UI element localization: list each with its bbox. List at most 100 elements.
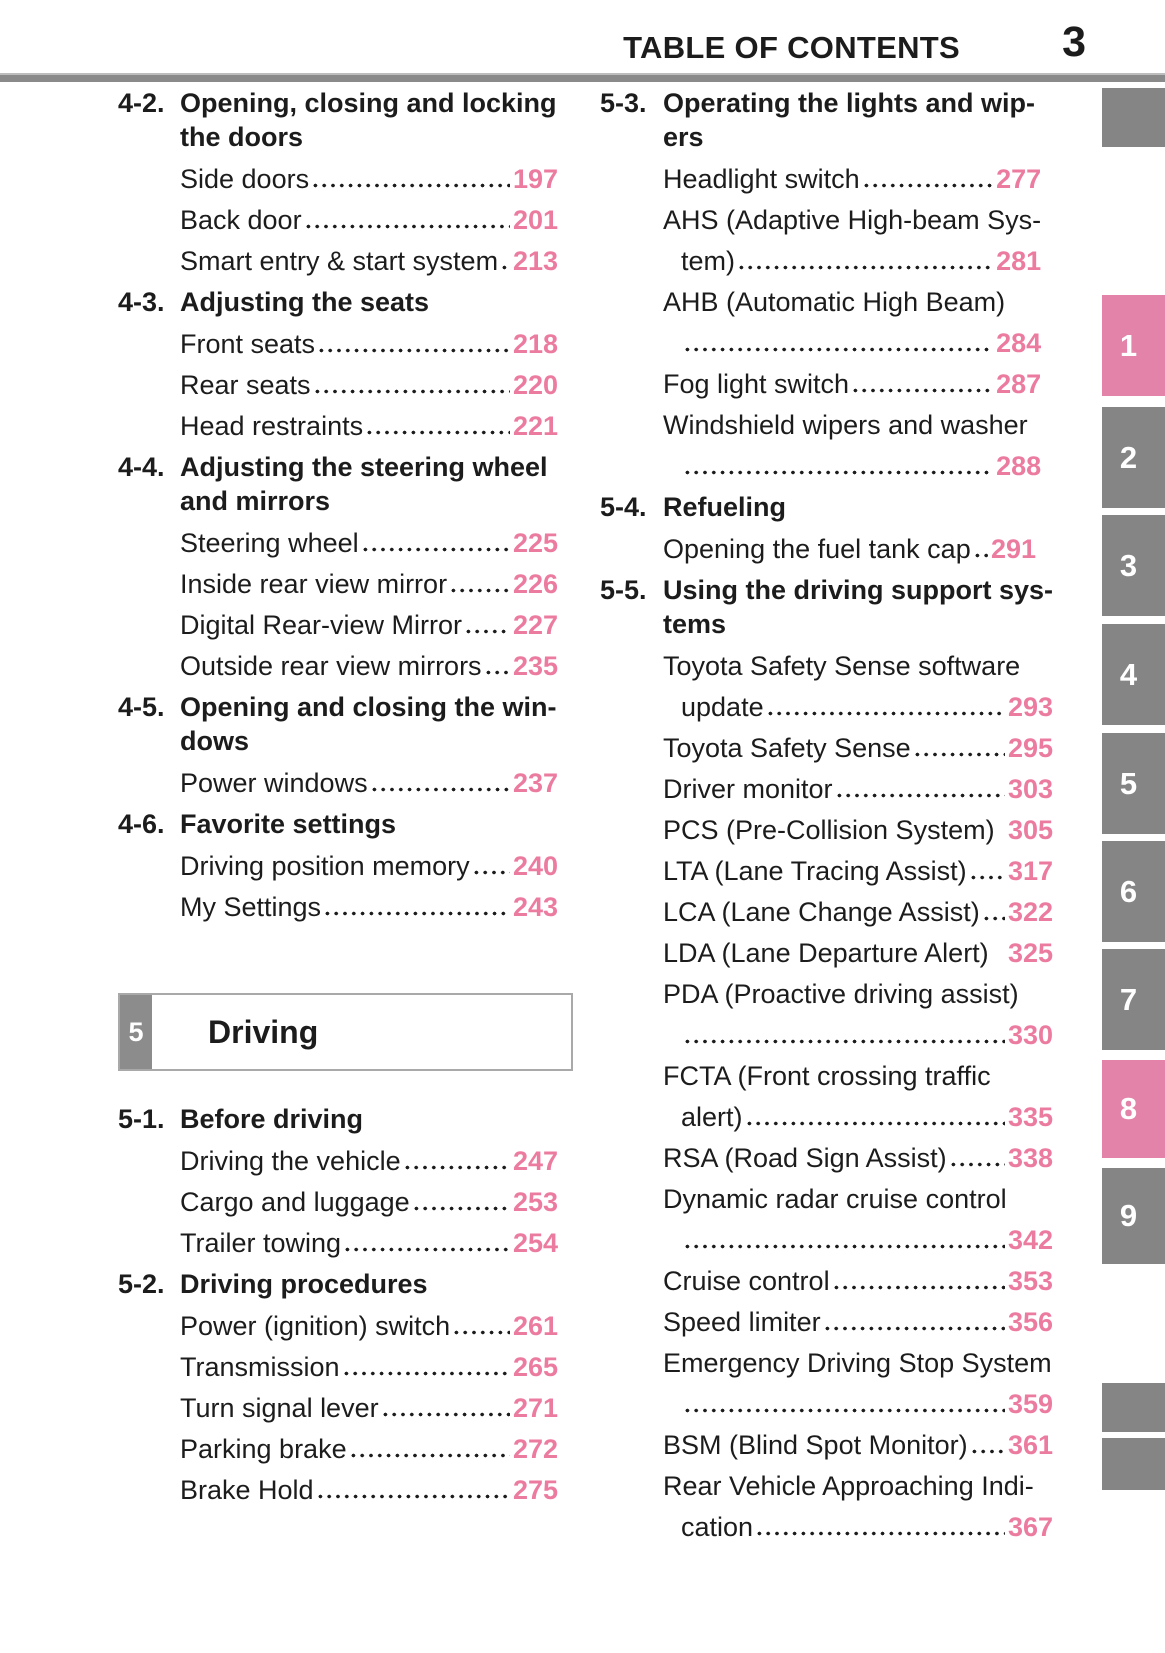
entry-label: Side doors — [180, 164, 310, 194]
toc-entry-line: PDA (Proactive driving assist) — [663, 969, 1053, 1010]
dot-leader — [449, 587, 510, 594]
section-number: 5-3. — [600, 88, 647, 118]
entry-label: Inside rear view mirror — [180, 569, 448, 599]
entry-label: Cargo and luggage — [180, 1187, 410, 1217]
entry-label: BSM (Blind Spot Monitor) — [663, 1430, 968, 1460]
entry-label: Parking brake — [180, 1434, 347, 1464]
section-body: Adjusting the seats Front seats 218 Rear se… — [180, 285, 558, 442]
entry-page-number: 225 — [512, 528, 558, 558]
dot-leader — [369, 786, 510, 793]
toc-entry-line: Driving position memory 240 — [180, 841, 558, 882]
entry-label: Smart entry & start system — [180, 246, 499, 276]
entry-page-number: 218 — [512, 329, 558, 359]
entry-label: Speed limiter — [663, 1307, 821, 1337]
entry-label: Back door — [180, 205, 302, 235]
entry-page-number: 226 — [512, 569, 558, 599]
section-number: 5-5. — [600, 575, 647, 605]
dot-leader — [851, 387, 994, 394]
entry-label: Fog light switch — [663, 369, 850, 399]
dot-leader — [765, 710, 1005, 717]
entry-page-number: 265 — [512, 1352, 558, 1382]
entry-label: AHS (Adaptive High-beam Sys- — [663, 205, 1042, 235]
dot-leader — [348, 1452, 510, 1459]
entry-page-number: 305 — [1007, 815, 1054, 845]
section-body: Driving procedures Power (ignition) switc… — [180, 1267, 558, 1506]
side-tab-blank — [1102, 88, 1165, 147]
toc-entry-line: Driving the vehicle 247 — [180, 1136, 558, 1177]
entry-label: Digital Rear-view Mirror — [180, 610, 463, 640]
entry-label: Driver monitor — [663, 774, 833, 804]
toc-entry-line: PCS (Pre-Collision System) 305 — [663, 805, 1053, 846]
toc-entry-line: LCA (Lane Change Assist) 322 — [663, 887, 1053, 928]
dot-leader — [912, 751, 1005, 758]
dot-leader — [312, 388, 510, 395]
dot-leader — [315, 1493, 510, 1500]
entry-label: update — [681, 692, 764, 722]
toc-entry-line: Speed limiter 356 — [663, 1297, 1053, 1338]
dot-leader — [411, 1205, 510, 1212]
dot-leader — [483, 669, 510, 676]
dot-leader — [343, 1246, 510, 1253]
toc-entry-line: cation 367 — [663, 1502, 1053, 1543]
toc-entry-line: FCTA (Front crossing traffic — [663, 1051, 1053, 1092]
entry-page-number: 213 — [512, 246, 558, 276]
section-number: 4-2. — [118, 88, 165, 118]
chapter-title: Driving — [208, 1013, 319, 1050]
entry-label: cation — [681, 1512, 754, 1542]
entry-label: AHB (Automatic High Beam) — [663, 287, 1006, 317]
entry-label: Cruise control — [663, 1266, 830, 1296]
toc-entry-line: Brake Hold 275 — [180, 1465, 558, 1506]
toc-entry-line: Trailer towing 254 — [180, 1218, 558, 1259]
toc-section: 4-3. Adjusting the seats Front seats 218 Rea… — [118, 285, 558, 442]
dot-leader — [981, 915, 1005, 922]
toc-section: 5-2. Driving procedures Power (ignition) s… — [118, 1267, 558, 1506]
toc-entry-line: Inside rear view mirror 226 — [180, 559, 558, 600]
entry-page-number: 247 — [512, 1146, 558, 1176]
entry-page-number: 201 — [512, 205, 558, 235]
entry-page-number: 359 — [1007, 1389, 1054, 1419]
dot-leader — [471, 869, 510, 876]
section-title: tems — [663, 609, 727, 639]
toc-entry-line: Side doors 197 — [180, 154, 558, 195]
dot-leader — [341, 1370, 510, 1377]
side-tab-1: 1 — [1102, 295, 1165, 396]
entry-label: Toyota Safety Sense — [663, 733, 911, 763]
section-number: 4-4. — [118, 452, 165, 482]
dot-leader — [997, 833, 1005, 840]
entry-page-number: 261 — [512, 1311, 558, 1341]
entry-page-number: 353 — [1007, 1266, 1054, 1296]
entry-page-number: 335 — [1007, 1102, 1054, 1132]
entry-label: RSA (Road Sign Assist) — [663, 1143, 947, 1173]
toc-entry-line: Steering wheel 225 — [180, 518, 558, 559]
entry-label: Steering wheel — [180, 528, 359, 558]
toc-section: 4-5. Opening and closing the win-dows Powe… — [118, 690, 558, 799]
entry-label: alert) — [681, 1102, 743, 1132]
section-body: Adjusting the steering wheel and mirrors S… — [180, 450, 558, 682]
entry-label: Driving the vehicle — [180, 1146, 401, 1176]
dot-leader — [683, 346, 994, 353]
section-title: Adjusting the seats — [180, 287, 430, 317]
toc-entry-line: AHB (Automatic High Beam) — [663, 277, 1041, 318]
entry-label: Outside rear view mirrors — [180, 651, 482, 681]
toc-entry-line: Emergency Driving Stop System — [663, 1338, 1053, 1379]
entry-label: Front seats — [180, 329, 316, 359]
toc-entry-line: Outside rear view mirrors 235 — [180, 641, 558, 682]
toc-entry-line: update 293 — [663, 682, 1053, 723]
toc-section: 5-1. Before driving Driving the vehicle 24… — [118, 1102, 558, 1259]
entry-page-number: 227 — [512, 610, 558, 640]
entry-page-number: 330 — [1007, 1020, 1054, 1050]
entry-label: Power windows — [180, 768, 368, 798]
section-title: dows — [180, 726, 250, 756]
entry-page-number: 284 — [996, 328, 1042, 358]
toc-section: 5-3. Operating the lights and wip-ers Head… — [600, 86, 1041, 482]
entry-page-number: 197 — [512, 164, 558, 194]
toc-entry-line: Dynamic radar cruise control — [663, 1174, 1053, 1215]
entry-page-number: 243 — [512, 892, 558, 922]
side-tab-blank — [1102, 1383, 1165, 1432]
section-number: 4-6. — [118, 809, 165, 839]
entry-label: LCA (Lane Change Assist) — [663, 897, 980, 927]
side-tab-6: 6 — [1102, 841, 1165, 942]
dot-leader — [402, 1164, 510, 1171]
toc-entry-line: Head restraints 221 — [180, 401, 558, 442]
